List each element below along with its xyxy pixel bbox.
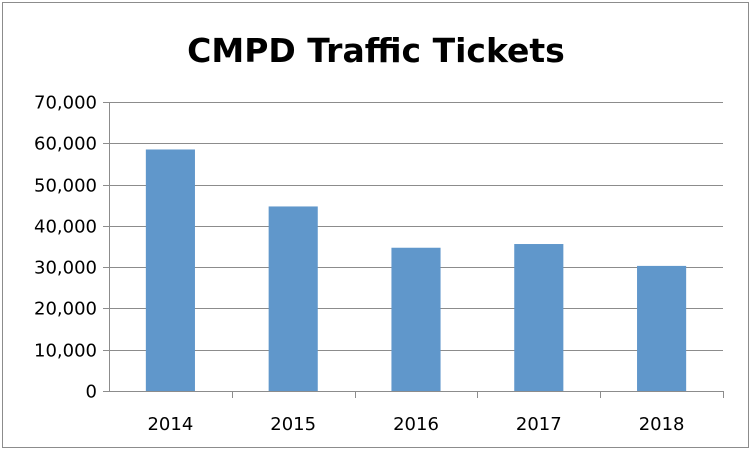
y-tick-label: 60,000 [34,134,97,155]
x-tick-label: 2015 [270,414,316,435]
x-tick-label: 2017 [516,414,562,435]
bar-2014 [145,149,195,391]
y-tick-label: 20,000 [34,299,97,320]
x-tick-label: 2018 [639,414,685,435]
y-axis-tick-labels: 0 10,000 20,000 30,000 40,000 50,000 60,000 70,… [34,93,97,403]
y-tick-label: 0 [86,382,97,403]
bar-2015 [268,206,318,391]
y-tick-label: 10,000 [34,341,97,362]
bars [145,149,687,391]
chart-frame [2,2,749,448]
x-axis-tick-labels: 2014 2015 2016 2017 2018 [147,414,684,435]
bar-2017 [514,244,564,391]
bar-2018 [637,265,687,391]
y-tick-label: 50,000 [34,176,97,197]
y-tick-label: 70,000 [34,93,97,114]
y-tick-label: 30,000 [34,258,97,279]
x-tick-label: 2016 [393,414,439,435]
gridlines [109,102,723,351]
bar-2016 [391,247,441,391]
chart-title: CMPD Traffic Tickets [187,31,565,70]
y-tick-label: 40,000 [34,217,97,238]
x-tick-label: 2014 [147,414,193,435]
axes [103,102,724,398]
